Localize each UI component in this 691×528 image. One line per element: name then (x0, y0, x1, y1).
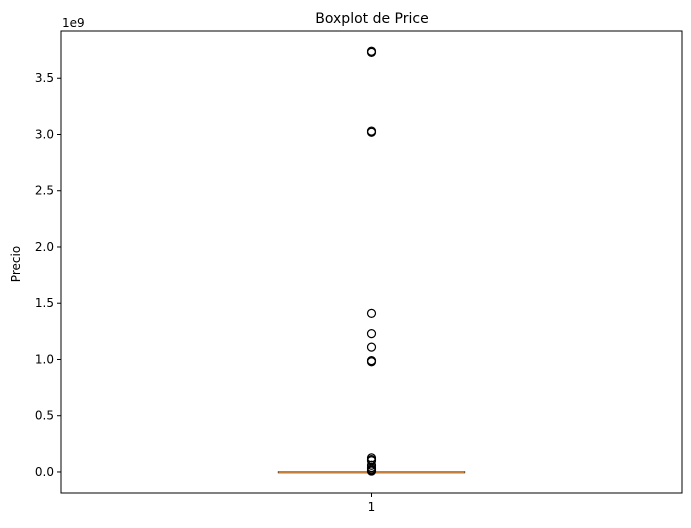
y-tick-label: 3.5 (35, 71, 54, 85)
outlier-point (366, 357, 377, 367)
chart-title: Boxplot de Price (315, 11, 428, 27)
y-tick-label: 3.0 (35, 127, 54, 141)
y-tick-label: 2.0 (35, 240, 54, 254)
y-axis-label: Precio (9, 246, 23, 282)
outlier-point (366, 127, 377, 137)
y-tick-label: 0.0 (35, 465, 54, 479)
y-tick-label: 1.5 (35, 296, 54, 310)
outlier-point (366, 466, 377, 476)
outlier-point (366, 47, 377, 57)
plot-frame (60, 30, 683, 494)
outlier-point (366, 308, 377, 318)
y-tick-label: 1.0 (35, 352, 54, 366)
plot-area: 0.0 0.5 1.0 1.5 2.0 2.5 3.0 3.5 1 (35, 46, 466, 514)
x-tick-label: 1 (368, 500, 376, 514)
y-tick-label: 0.5 (35, 409, 54, 423)
y-tick-label: 2.5 (35, 184, 54, 198)
outlier-point (366, 342, 377, 352)
y-offset-label: 1e9 (62, 16, 85, 30)
outlier-point (366, 329, 377, 339)
